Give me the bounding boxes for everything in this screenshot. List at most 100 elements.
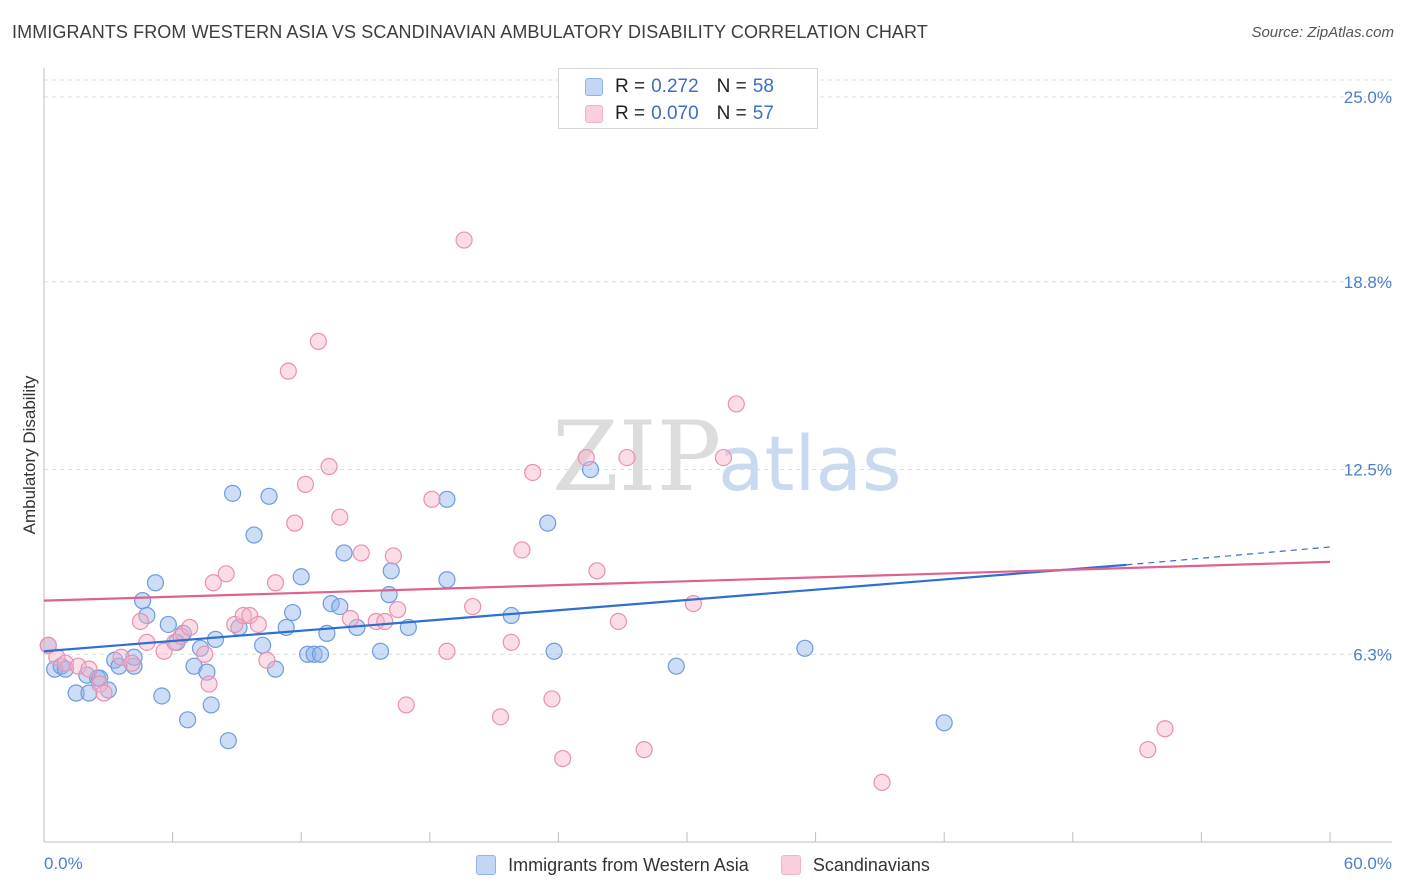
point-scandinavian	[95, 684, 113, 702]
point-western-asia	[935, 714, 953, 732]
r-value: 0.272	[651, 76, 699, 97]
point-western-asia	[146, 574, 165, 592]
point-scandinavian	[217, 565, 235, 583]
point-scandinavian	[397, 696, 415, 714]
point-scandinavian	[554, 749, 572, 768]
point-western-asia	[56, 660, 75, 678]
point-scandinavian	[320, 457, 338, 476]
point-western-asia	[438, 571, 456, 589]
point-scandinavian	[384, 547, 402, 565]
point-western-asia	[438, 490, 456, 508]
point-scandinavian	[464, 597, 482, 616]
point-western-asia	[219, 732, 237, 750]
point-scandinavian	[204, 574, 222, 592]
watermark: ZIP atlas	[552, 401, 902, 513]
point-scandinavian	[609, 612, 628, 631]
point-scandinavian	[241, 606, 259, 625]
point-scandinavian	[309, 332, 327, 350]
tick-labels: 6.3% 12.5% 18.8% 25.0% 0.0% 60.0%	[44, 88, 1392, 873]
trend-line-scandinavians	[43, 560, 1331, 602]
point-scandinavian	[524, 463, 542, 482]
legend-swatch-blue	[476, 855, 497, 875]
point-scandinavian	[123, 654, 141, 672]
point-western-asia	[335, 544, 353, 562]
n-value: 57	[752, 103, 774, 124]
n-label: N =	[716, 76, 747, 97]
point-scandinavian	[873, 773, 891, 792]
point-scandinavian	[352, 544, 370, 562]
point-western-asia	[545, 642, 563, 660]
correlation-legend: R = 0.272 N = 58 R = 0.070 N = 57	[558, 68, 818, 129]
point-western-asia	[305, 645, 323, 663]
r-value: 0.070	[651, 103, 699, 124]
point-scandinavian	[714, 448, 733, 467]
point-scandinavian	[112, 648, 130, 666]
y-tick-label: 6.3%	[1353, 645, 1392, 664]
point-western-asia	[292, 568, 310, 586]
point-western-asia	[539, 514, 557, 532]
x-tick-label: 60.0%	[1344, 854, 1392, 873]
point-western-asia	[224, 484, 242, 502]
point-scandinavian	[279, 362, 297, 380]
point-western-asia	[245, 526, 263, 544]
point-scandinavian	[423, 490, 441, 508]
point-western-asia	[382, 562, 400, 580]
point-western-asia	[67, 684, 85, 702]
legend-swatch-blue	[585, 78, 603, 96]
chart-title: IMMIGRANTS FROM WESTERN ASIA VS SCANDINA…	[12, 22, 928, 42]
watermark-zip: ZIP	[552, 401, 721, 513]
point-scandinavian	[1156, 720, 1174, 738]
point-western-asia	[311, 645, 330, 663]
r-label: R =	[615, 103, 646, 124]
r-label: R =	[615, 76, 646, 97]
point-scandinavian	[618, 448, 636, 467]
point-western-asia	[331, 597, 349, 616]
legend-row-scandinavians: R = 0.070 N = 57	[585, 102, 774, 126]
point-scandinavian	[91, 675, 109, 693]
point-scandinavian	[200, 675, 218, 693]
point-western-asia	[667, 657, 685, 675]
y-tick-label: 18.8%	[1344, 273, 1392, 292]
data-points	[39, 231, 1174, 792]
series-legend: Immigrants from Western Asia Scandinavia…	[0, 852, 1406, 878]
y-tick-label: 25.0%	[1344, 88, 1392, 107]
point-western-asia	[125, 657, 143, 675]
point-western-asia	[254, 636, 272, 654]
legend-item-scandinavians[interactable]: Scandinavians	[780, 855, 930, 876]
point-scandinavian	[181, 618, 199, 637]
point-scandinavian	[56, 654, 75, 672]
gridlines	[44, 79, 1392, 655]
legend-swatch-pink	[780, 855, 801, 875]
point-western-asia	[159, 615, 177, 634]
point-scandinavian	[266, 574, 285, 592]
legend-item-western-asia[interactable]: Immigrants from Western Asia	[476, 855, 749, 876]
point-western-asia	[153, 687, 171, 705]
legend-label-western-asia: Immigrants from Western Asia	[508, 854, 749, 875]
watermark-atlas: atlas	[718, 419, 902, 508]
axes	[43, 68, 1392, 843]
point-scandinavian	[296, 475, 315, 493]
point-scandinavian	[80, 660, 98, 678]
point-scandinavian	[727, 395, 745, 413]
point-western-asia	[202, 696, 220, 714]
point-scandinavian	[588, 562, 606, 580]
point-scandinavian	[502, 633, 520, 651]
point-scandinavian	[69, 657, 87, 675]
point-western-asia	[174, 624, 192, 643]
legend-swatch-pink	[585, 105, 603, 123]
point-scandinavian	[39, 636, 57, 654]
point-scandinavian	[389, 600, 407, 619]
point-scandinavian	[635, 741, 653, 759]
point-western-asia	[371, 642, 390, 660]
point-scandinavian	[286, 514, 304, 532]
point-western-asia	[796, 639, 814, 657]
n-value: 58	[752, 76, 774, 97]
point-scandinavian	[455, 231, 473, 249]
point-scandinavian	[341, 609, 360, 628]
point-western-asia	[284, 603, 302, 622]
point-scandinavian	[543, 690, 561, 708]
source-credit: Source: ZipAtlas.com	[1251, 24, 1394, 41]
y-tick-label: 12.5%	[1344, 461, 1392, 480]
point-scandinavian	[131, 612, 150, 631]
